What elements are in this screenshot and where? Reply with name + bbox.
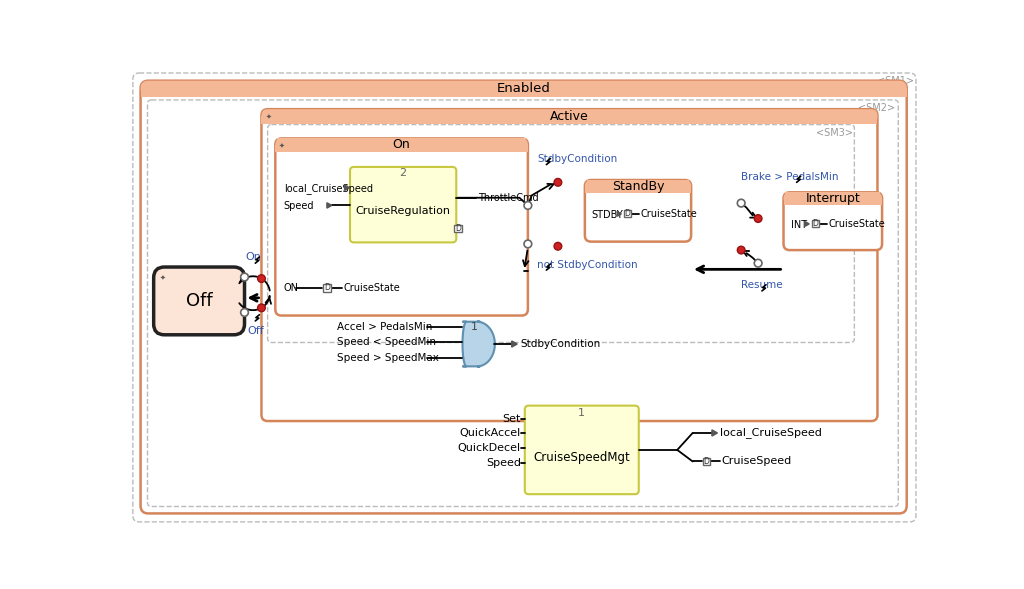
- Polygon shape: [327, 203, 332, 208]
- Text: ✦: ✦: [265, 114, 271, 120]
- Text: Speed: Speed: [486, 458, 521, 468]
- Text: D: D: [455, 224, 461, 233]
- Text: ✦: ✦: [160, 274, 166, 281]
- Text: INT: INT: [792, 220, 807, 230]
- FancyBboxPatch shape: [585, 180, 691, 193]
- Bar: [702, 458, 711, 465]
- Polygon shape: [345, 185, 349, 190]
- Text: Off: Off: [248, 326, 264, 336]
- Text: CruiseState: CruiseState: [344, 283, 400, 293]
- FancyBboxPatch shape: [275, 138, 528, 151]
- Polygon shape: [712, 430, 718, 436]
- FancyBboxPatch shape: [350, 167, 457, 243]
- Text: CruiseState: CruiseState: [640, 209, 697, 219]
- FancyBboxPatch shape: [524, 406, 639, 494]
- Text: 1: 1: [579, 408, 586, 418]
- Text: <SM2>: <SM2>: [858, 103, 895, 113]
- Text: CruiseRegulation: CruiseRegulation: [355, 206, 451, 216]
- FancyBboxPatch shape: [275, 138, 528, 316]
- Bar: [587, 180, 689, 193]
- Text: On: On: [246, 252, 262, 262]
- Text: D: D: [324, 283, 330, 292]
- Circle shape: [258, 304, 265, 312]
- FancyBboxPatch shape: [140, 81, 906, 96]
- Text: <SM1>: <SM1>: [877, 76, 913, 86]
- FancyBboxPatch shape: [261, 109, 878, 123]
- Bar: [323, 284, 331, 292]
- Text: Brake > PedalsMin: Brake > PedalsMin: [741, 172, 839, 182]
- Text: CruiseSpeedMgt: CruiseSpeedMgt: [534, 451, 630, 464]
- Text: StandBy: StandBy: [611, 180, 665, 193]
- Circle shape: [554, 178, 562, 186]
- Polygon shape: [463, 322, 495, 366]
- Bar: [785, 193, 881, 204]
- Text: D: D: [625, 210, 630, 219]
- Polygon shape: [512, 341, 517, 347]
- Text: QuickDecel: QuickDecel: [458, 443, 521, 453]
- FancyBboxPatch shape: [154, 267, 245, 335]
- Bar: [454, 224, 462, 233]
- FancyBboxPatch shape: [261, 109, 878, 421]
- Text: 2: 2: [399, 168, 407, 178]
- Circle shape: [737, 199, 745, 207]
- Text: STDBY: STDBY: [591, 210, 623, 220]
- Text: <SM3>: <SM3>: [816, 128, 853, 138]
- Bar: [278, 138, 526, 151]
- Circle shape: [755, 259, 762, 267]
- Text: local_CruiseSpeed: local_CruiseSpeed: [720, 428, 822, 438]
- Text: Speed > SpeedMax: Speed > SpeedMax: [337, 353, 439, 363]
- Text: Speed < SpeedMin: Speed < SpeedMin: [337, 337, 436, 348]
- Text: StdbyCondition: StdbyCondition: [538, 154, 617, 164]
- FancyBboxPatch shape: [585, 180, 691, 241]
- Text: D: D: [812, 220, 818, 229]
- Bar: [624, 210, 631, 217]
- Text: QuickAccel: QuickAccel: [460, 428, 521, 438]
- Polygon shape: [617, 211, 622, 216]
- Bar: [585, 186, 691, 193]
- Text: Enabled: Enabled: [497, 82, 550, 95]
- Circle shape: [524, 201, 531, 209]
- Text: ThrottleCmd: ThrottleCmd: [478, 193, 539, 203]
- Text: Resume: Resume: [741, 280, 782, 290]
- Text: Accel > PedalsMin: Accel > PedalsMin: [337, 322, 432, 332]
- Polygon shape: [805, 221, 809, 226]
- Circle shape: [755, 214, 762, 223]
- Circle shape: [241, 309, 249, 316]
- Text: not StdbyCondition: not StdbyCondition: [538, 260, 638, 270]
- Text: ON: ON: [284, 283, 299, 293]
- Text: CruiseState: CruiseState: [828, 219, 885, 229]
- Text: StdbyCondition: StdbyCondition: [520, 339, 600, 349]
- Text: 1: 1: [470, 322, 477, 332]
- Circle shape: [258, 274, 265, 283]
- Text: Interrupt: Interrupt: [806, 192, 860, 205]
- FancyBboxPatch shape: [140, 81, 906, 514]
- Circle shape: [737, 246, 745, 254]
- Text: CruiseSpeed: CruiseSpeed: [721, 456, 792, 466]
- Circle shape: [524, 240, 531, 248]
- Circle shape: [241, 273, 249, 281]
- Text: Speed: Speed: [284, 201, 314, 211]
- Text: Active: Active: [550, 110, 589, 123]
- Text: Off: Off: [185, 292, 212, 310]
- Bar: [783, 198, 882, 206]
- Text: Set: Set: [503, 413, 521, 423]
- Text: local_CruiseSpeed: local_CruiseSpeed: [284, 183, 373, 194]
- Bar: [261, 116, 878, 124]
- FancyBboxPatch shape: [783, 193, 882, 250]
- Bar: [812, 220, 818, 227]
- FancyBboxPatch shape: [783, 193, 882, 204]
- Text: On: On: [393, 138, 411, 151]
- Circle shape: [554, 243, 562, 250]
- Text: D: D: [703, 457, 710, 466]
- Bar: [275, 145, 528, 151]
- Bar: [140, 88, 906, 97]
- Text: ✦: ✦: [280, 143, 285, 148]
